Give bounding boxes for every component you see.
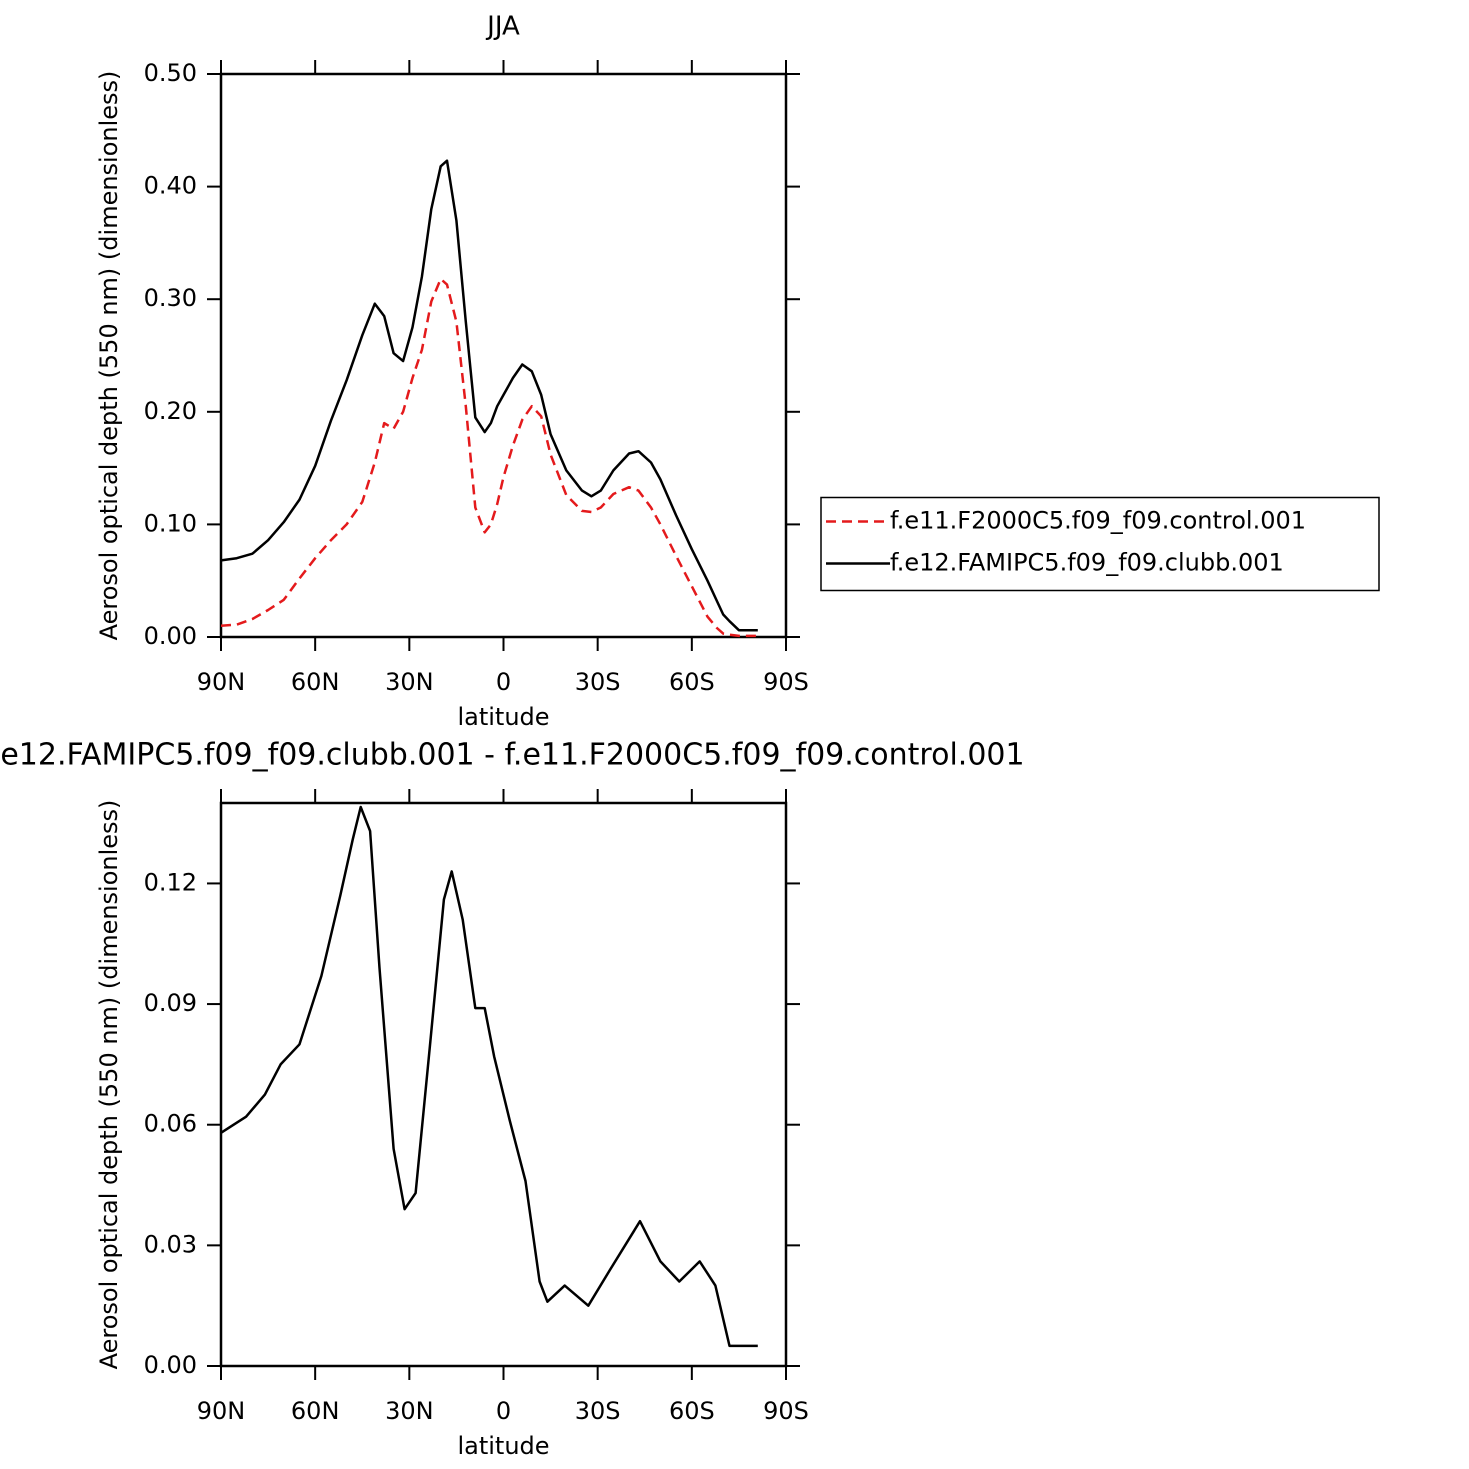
x-tick-label: 30S bbox=[575, 668, 621, 696]
y-axis-label: Aerosol optical depth (550 nm) (dimensio… bbox=[95, 800, 123, 1370]
y-axis-label: Aerosol optical depth (550 nm) (dimensio… bbox=[95, 71, 123, 641]
x-axis-label: latitude bbox=[457, 703, 549, 731]
x-tick-label: 60N bbox=[291, 668, 340, 696]
x-tick-label: 0 bbox=[496, 1397, 511, 1425]
legend-label: f.e11.F2000C5.f09_f09.control.001 bbox=[890, 507, 1306, 535]
chart-title: f.e12.FAMIPC5.f09_f09.clubb.001 - f.e11.… bbox=[0, 738, 1025, 773]
chart-title: JJA bbox=[485, 12, 520, 42]
y-tick-label: 0.00 bbox=[144, 622, 197, 650]
x-tick-label: 90N bbox=[197, 1397, 246, 1425]
y-tick-label: 0.09 bbox=[144, 989, 197, 1017]
x-axis-label: latitude bbox=[457, 1432, 549, 1460]
y-tick-label: 0.30 bbox=[144, 284, 197, 312]
y-tick-label: 0.20 bbox=[144, 397, 197, 425]
x-tick-label: 60S bbox=[669, 668, 715, 696]
x-tick-label: 60N bbox=[291, 1397, 340, 1425]
x-tick-label: 30N bbox=[385, 1397, 434, 1425]
y-tick-label: 0.00 bbox=[144, 1351, 197, 1379]
legend-box bbox=[820, 496, 1380, 592]
data-line bbox=[220, 159, 758, 632]
data-line bbox=[220, 277, 758, 638]
x-tick-label: 90S bbox=[763, 668, 809, 696]
plot-frame bbox=[219, 801, 788, 1368]
x-tick-label: 30N bbox=[385, 668, 434, 696]
y-tick-label: 0.03 bbox=[144, 1230, 197, 1258]
x-tick-label: 90N bbox=[197, 668, 246, 696]
y-tick-label: 0.12 bbox=[144, 868, 197, 896]
y-tick-label: 0.50 bbox=[144, 59, 197, 87]
x-tick-label: 90S bbox=[763, 1397, 809, 1425]
data-line bbox=[220, 805, 758, 1348]
legend-label: f.e12.FAMIPC5.f09_f09.clubb.001 bbox=[890, 549, 1284, 577]
x-tick-label: 60S bbox=[669, 1397, 715, 1425]
y-tick-label: 0.06 bbox=[144, 1110, 197, 1138]
x-tick-label: 30S bbox=[575, 1397, 621, 1425]
y-tick-label: 0.10 bbox=[144, 509, 197, 537]
plot-frame bbox=[219, 72, 788, 639]
x-tick-label: 0 bbox=[496, 668, 511, 696]
y-tick-label: 0.40 bbox=[144, 172, 197, 200]
